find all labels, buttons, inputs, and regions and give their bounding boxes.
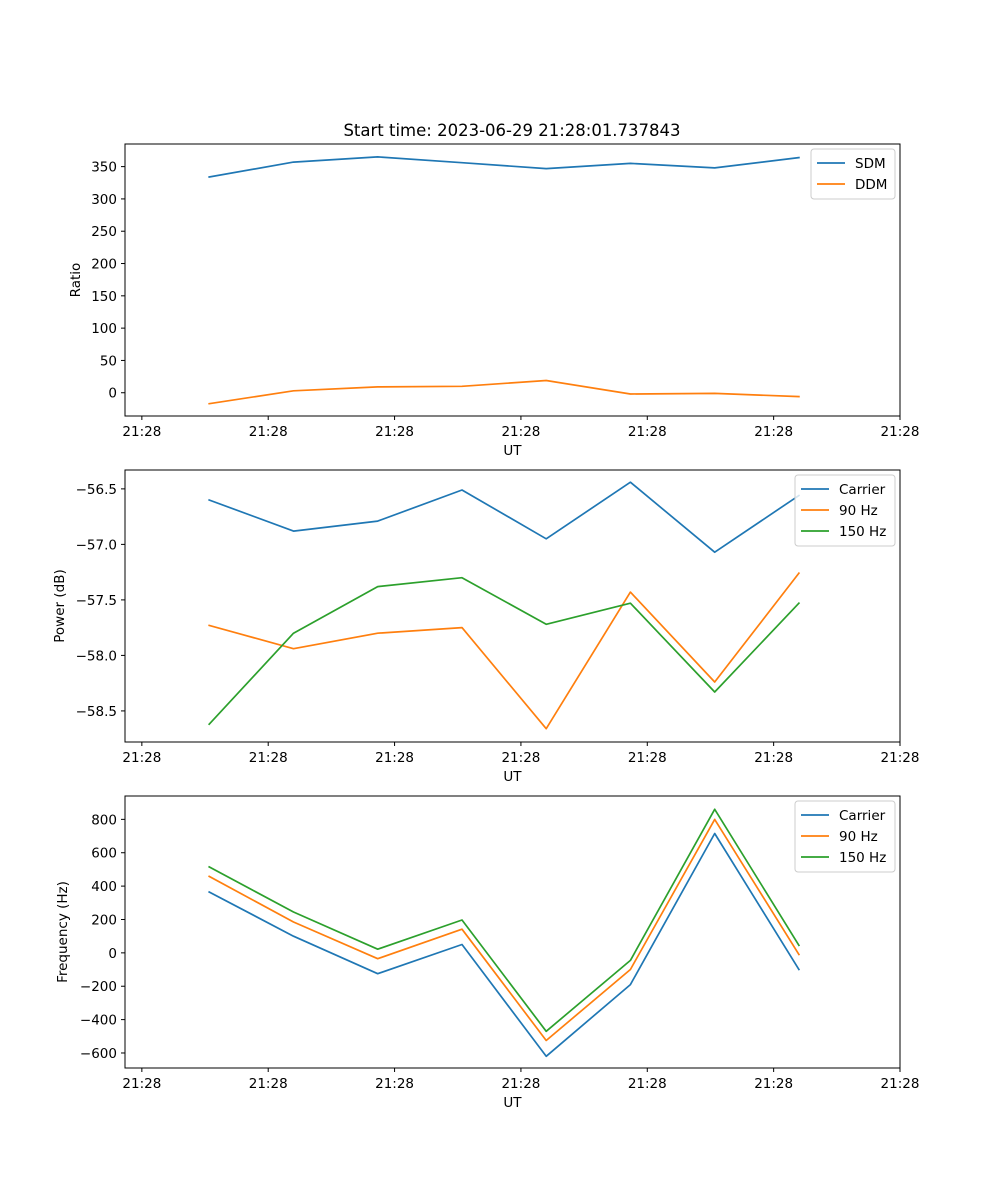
x-tick-label: 21:28 <box>122 1076 161 1092</box>
y-tick-label: 200 <box>91 257 117 273</box>
panels: 21:28 21:28 21:28 21:28 21:28 21:28 21:28 0 50 10… <box>52 143 920 1111</box>
x-tick-label: 21:28 <box>754 424 793 440</box>
series-line-90-hz <box>208 572 801 730</box>
legend-label: 150 Hz <box>839 524 886 540</box>
y-tick-label: 300 <box>91 192 117 208</box>
y-tick-label: 0 <box>108 386 117 402</box>
y-tick-label: 50 <box>100 353 117 369</box>
y-tick-label: 600 <box>91 846 117 862</box>
legend: Carrier 90 Hz 150 Hz <box>794 800 896 873</box>
legend-box <box>810 148 896 200</box>
legend-label: Carrier <box>839 808 886 824</box>
legend-label: DDM <box>855 177 887 193</box>
y-tick-label: 350 <box>91 160 117 176</box>
x-tick-label: 21:28 <box>249 1076 288 1092</box>
legend-box <box>794 474 896 547</box>
legend: SDM DDM <box>810 148 896 200</box>
legend-label: 90 Hz <box>839 829 878 845</box>
series-line-carrier <box>208 481 801 554</box>
y-tick-label: 0 <box>108 946 117 962</box>
y-tick-label: 800 <box>91 812 117 828</box>
legend-label: 150 Hz <box>839 850 886 866</box>
y-tick-label: −600 <box>80 1046 117 1062</box>
y-tick-label: −200 <box>80 979 117 995</box>
y-tick-label: 250 <box>91 224 117 240</box>
x-tick-label: 21:28 <box>375 750 414 766</box>
x-tick-label: 21:28 <box>754 750 793 766</box>
x-tick-label: 21:28 <box>501 750 540 766</box>
y-tick-label: 400 <box>91 879 117 895</box>
x-tick-label: 21:28 <box>249 750 288 766</box>
legend-label: Carrier <box>839 482 886 498</box>
x-tick-label: 21:28 <box>628 750 667 766</box>
y-tick-label: −57.0 <box>76 537 117 553</box>
legend-label: SDM <box>855 156 886 172</box>
x-tick-label: 21:28 <box>249 424 288 440</box>
x-tick-label: 21:28 <box>881 1076 920 1092</box>
x-tick-label: 21:28 <box>501 424 540 440</box>
chart-panel-3: 21:28 21:28 21:28 21:28 21:28 21:28 21:28 −600 −… <box>55 795 920 1111</box>
y-tick-label: 100 <box>91 321 117 337</box>
y-tick-label: 200 <box>91 912 117 928</box>
x-tick-label: 21:28 <box>754 1076 793 1092</box>
series-line-ddm <box>208 379 800 405</box>
x-axis-label: UT <box>503 443 522 459</box>
x-tick-label: 21:28 <box>628 424 667 440</box>
series-line-150-hz <box>207 576 801 726</box>
x-tick-label: 21:28 <box>375 424 414 440</box>
series-line-90-hz <box>208 818 801 1042</box>
x-tick-label: 21:28 <box>122 750 161 766</box>
legend: Carrier 90 Hz 150 Hz <box>794 474 896 547</box>
plot-frame <box>124 795 901 1069</box>
x-tick-label: 21:28 <box>881 750 920 766</box>
y-tick-label: 150 <box>91 289 117 305</box>
y-tick-label: −58.0 <box>76 648 117 664</box>
series-line-sdm <box>208 156 800 178</box>
y-axis-label: Ratio <box>68 263 84 298</box>
x-axis-label: UT <box>503 769 522 785</box>
x-axis-label: UT <box>503 1095 522 1111</box>
y-tick-label: −56.5 <box>76 482 117 498</box>
legend-box <box>794 800 896 873</box>
figure-title: Start time: 2023-06-29 21:28:01.737843 <box>343 121 680 140</box>
x-tick-label: 21:28 <box>122 424 161 440</box>
y-axis-label: Frequency (Hz) <box>55 881 71 983</box>
legend-label: 90 Hz <box>839 503 878 519</box>
plot-frame <box>124 143 901 417</box>
x-tick-label: 21:28 <box>881 424 920 440</box>
plot-frame <box>124 469 901 743</box>
x-tick-label: 21:28 <box>375 1076 414 1092</box>
y-tick-label: −57.5 <box>76 593 117 609</box>
y-axis-label: Power (dB) <box>52 569 68 642</box>
chart-panel-2: 21:28 21:28 21:28 21:28 21:28 21:28 21:28 −58.5… <box>52 469 920 785</box>
y-tick-label: −58.5 <box>76 704 117 720</box>
y-tick-label: −400 <box>80 1013 117 1029</box>
x-tick-label: 21:28 <box>628 1076 667 1092</box>
series-line-150-hz <box>208 808 801 1033</box>
series-line-carrier <box>208 832 801 1058</box>
chart-panel-1: 21:28 21:28 21:28 21:28 21:28 21:28 21:28 0 50 10… <box>68 143 920 459</box>
x-tick-label: 21:28 <box>501 1076 540 1092</box>
